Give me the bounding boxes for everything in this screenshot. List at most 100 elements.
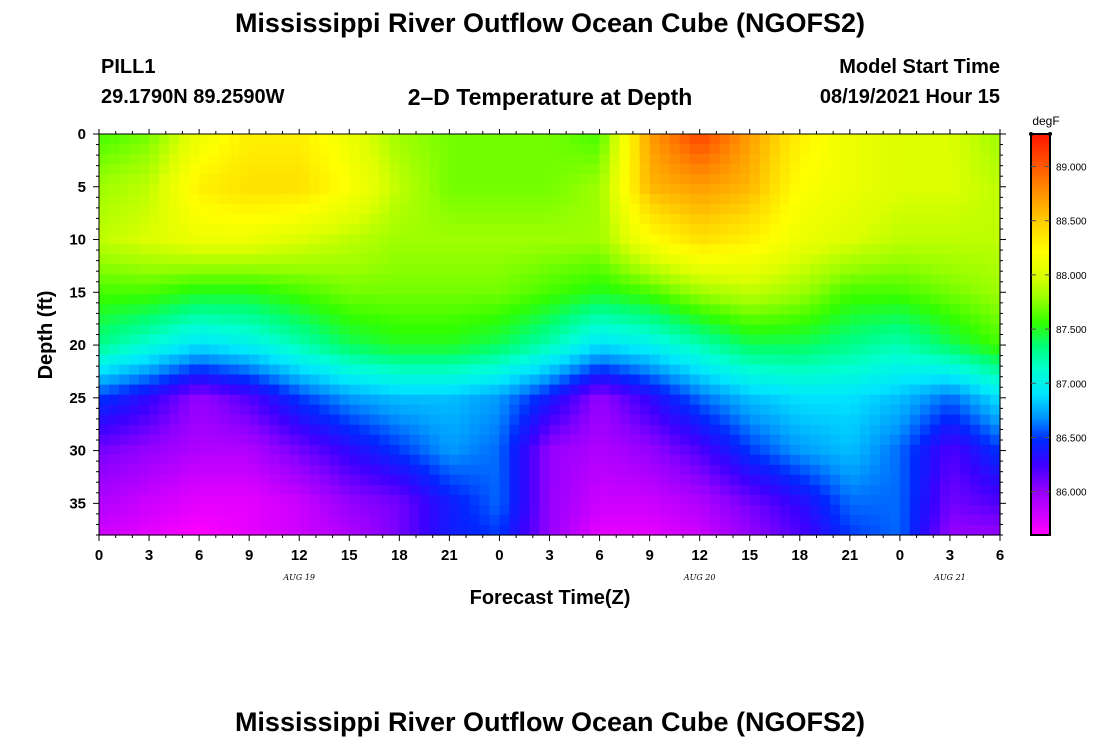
- heatmap-cell: [679, 454, 691, 466]
- heatmap-cell: [849, 354, 861, 366]
- heatmap-cell: [669, 314, 681, 326]
- heatmap-cell: [919, 214, 931, 225]
- heatmap-cell: [689, 394, 701, 406]
- heatmap-cell: [209, 484, 220, 496]
- heatmap-cell: [729, 414, 741, 426]
- heatmap-cell: [629, 244, 641, 255]
- heatmap-cell: [599, 334, 611, 346]
- heatmap-cell: [289, 244, 300, 255]
- heatmap-cell: [829, 424, 841, 436]
- heatmap-cell: [329, 224, 340, 235]
- heatmap-cell: [789, 504, 801, 516]
- heatmap-cell: [149, 414, 160, 426]
- heatmap-cell: [529, 374, 541, 386]
- heatmap-cell: [199, 434, 210, 446]
- heatmap-cell: [619, 154, 631, 165]
- heatmap-cell: [389, 334, 400, 346]
- heatmap-cell: [799, 224, 811, 235]
- heatmap-cell: [669, 344, 681, 356]
- heatmap-cell: [989, 494, 1001, 506]
- heatmap-cell: [409, 384, 420, 396]
- heatmap-cell: [209, 304, 220, 316]
- date-label: AUG 20: [683, 573, 716, 582]
- heatmap-cell: [359, 504, 370, 516]
- heatmap-cell: [139, 334, 150, 346]
- heatmap-cell: [589, 154, 601, 165]
- heatmap-cell: [199, 354, 210, 366]
- heatmap-cell: [129, 414, 140, 426]
- heatmap-cell: [969, 234, 981, 245]
- heatmap-cell: [589, 474, 601, 486]
- heatmap-cell: [689, 254, 701, 265]
- heatmap-cell: [539, 264, 551, 275]
- heatmap-cell: [159, 524, 170, 536]
- heatmap-cell: [819, 264, 831, 275]
- heatmap-cell: [289, 414, 300, 426]
- heatmap-cell: [239, 344, 250, 356]
- heatmap-cell: [649, 354, 661, 366]
- heatmap-cell: [859, 354, 871, 366]
- heatmap-cell: [599, 294, 611, 306]
- heatmap-cell: [519, 494, 531, 506]
- heatmap-cell: [299, 144, 310, 155]
- heatmap-cell: [399, 504, 410, 516]
- heatmap-cell: [129, 344, 140, 356]
- heatmap-cell: [199, 224, 210, 235]
- heatmap-cell: [209, 184, 220, 195]
- heatmap-cell: [259, 134, 270, 145]
- heatmap-cell: [839, 134, 851, 145]
- heatmap-cell: [379, 394, 390, 406]
- heatmap-cell: [159, 214, 170, 225]
- heatmap-cell: [499, 374, 511, 386]
- heatmap-cell: [389, 354, 400, 366]
- heatmap-cell: [469, 154, 481, 165]
- heatmap-cell: [339, 484, 350, 496]
- heatmap-cell: [159, 334, 170, 346]
- heatmap-cell: [659, 284, 671, 296]
- heatmap-cell: [529, 194, 541, 205]
- heatmap-cell: [549, 414, 561, 426]
- heatmap-cell: [219, 144, 230, 155]
- heatmap-cell: [609, 134, 621, 145]
- heatmap-cell: [909, 144, 921, 155]
- heatmap-cell: [259, 444, 270, 456]
- heatmap-cell: [679, 404, 691, 416]
- heatmap-cell: [449, 334, 460, 346]
- heatmap-cell: [489, 194, 501, 205]
- heatmap-cell: [509, 334, 521, 346]
- heatmap-cell: [289, 294, 300, 306]
- heatmap-cell: [409, 414, 420, 426]
- heatmap-cell: [219, 224, 230, 235]
- heatmap-cell: [339, 424, 350, 436]
- heatmap-cell: [329, 314, 340, 326]
- heatmap-cell: [929, 254, 941, 265]
- heatmap-cell: [619, 334, 631, 346]
- heatmap-cell: [339, 474, 350, 486]
- heatmap-cell: [789, 284, 801, 296]
- heatmap-cell: [979, 494, 991, 506]
- heatmap-cell: [689, 384, 701, 396]
- heatmap-cell: [949, 474, 961, 486]
- heatmap-cell: [339, 244, 350, 255]
- heatmap-cell: [659, 254, 671, 265]
- heatmap-cell: [619, 234, 631, 245]
- heatmap-cell: [699, 384, 711, 396]
- heatmap-cell: [539, 244, 551, 255]
- heatmap-cell: [439, 444, 450, 456]
- heatmap-cell: [689, 284, 701, 296]
- heatmap-cell: [979, 204, 991, 215]
- heatmap-cell: [709, 144, 721, 155]
- heatmap-cell: [649, 254, 661, 265]
- heatmap-cell: [629, 334, 641, 346]
- heatmap-cell: [709, 254, 721, 265]
- heatmap-cell: [239, 164, 250, 175]
- heatmap-cell: [859, 274, 871, 285]
- heatmap-cell: [839, 294, 851, 306]
- heatmap-cell: [199, 164, 210, 175]
- heatmap-cell: [239, 494, 250, 506]
- heatmap-cell: [599, 454, 611, 466]
- heatmap-cell: [359, 354, 370, 366]
- heatmap-cell: [779, 434, 791, 446]
- heatmap-cell: [439, 264, 450, 275]
- heatmap-cell: [689, 194, 701, 205]
